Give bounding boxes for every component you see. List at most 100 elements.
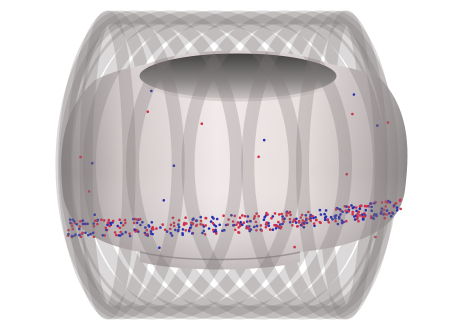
particle (355, 210, 358, 213)
particle (263, 216, 266, 219)
particle (239, 216, 242, 219)
particle (182, 228, 185, 231)
particle (327, 218, 330, 221)
particle (265, 223, 268, 226)
page: (() => { const data = JSON.parse(documen… (0, 0, 454, 323)
particle (357, 220, 360, 223)
particle (296, 225, 299, 228)
particle (396, 209, 399, 212)
particle (163, 199, 166, 202)
particle (359, 207, 362, 210)
particle (212, 229, 215, 232)
particle (214, 229, 217, 232)
tokamak-render (0, 0, 454, 323)
particle (355, 206, 358, 209)
particle (216, 218, 219, 221)
particle (112, 220, 115, 223)
particle (273, 224, 276, 227)
particle (107, 219, 110, 222)
particle (353, 206, 356, 209)
particle (243, 221, 246, 224)
particle (356, 215, 359, 218)
particle (353, 215, 356, 218)
particle (365, 205, 368, 208)
particle (278, 213, 281, 216)
particle (364, 215, 367, 218)
particle (328, 221, 331, 224)
particle (269, 228, 272, 231)
particle (215, 232, 218, 235)
particle (204, 224, 207, 227)
particle (313, 225, 316, 228)
particle (313, 222, 316, 225)
particle (183, 222, 186, 225)
particle (151, 226, 154, 229)
particle (109, 222, 112, 225)
particle (215, 225, 218, 228)
particle (354, 218, 357, 221)
particle (319, 209, 322, 212)
particle (147, 110, 150, 113)
particle (351, 113, 354, 116)
particle (212, 217, 215, 220)
particle (320, 213, 323, 216)
particle (184, 216, 187, 219)
particle (359, 214, 362, 217)
particle (151, 221, 154, 224)
particle (347, 210, 350, 213)
particle (280, 213, 283, 216)
particle (133, 228, 136, 231)
particle (201, 122, 204, 125)
particle (159, 226, 162, 229)
particle (155, 227, 158, 230)
particle (265, 212, 268, 215)
particle (188, 230, 191, 233)
particle (352, 211, 355, 214)
particle (185, 229, 188, 232)
particle (353, 93, 356, 96)
particle (238, 231, 241, 234)
particle (351, 213, 354, 216)
particle (208, 227, 211, 230)
particle (239, 225, 242, 228)
particle (323, 213, 326, 216)
particle (277, 221, 280, 224)
particle (116, 225, 119, 228)
particle (257, 156, 260, 159)
particle (295, 221, 298, 224)
particle (263, 139, 266, 142)
particle (212, 222, 215, 225)
particle (272, 228, 275, 231)
particle (108, 225, 111, 228)
particle (270, 217, 273, 220)
particle (345, 220, 348, 223)
particle (315, 219, 318, 222)
particle (263, 219, 266, 222)
particle (115, 234, 118, 237)
particle (350, 204, 353, 207)
particle (218, 224, 221, 227)
particle (396, 206, 399, 209)
particle (274, 212, 277, 215)
particle (325, 215, 328, 218)
particle (239, 221, 242, 224)
particle (275, 227, 278, 230)
particle (311, 215, 314, 218)
particle (222, 214, 225, 217)
particle (399, 208, 402, 211)
particle (158, 246, 161, 249)
particle (325, 209, 328, 212)
particle (357, 212, 360, 215)
particle (361, 213, 364, 216)
particle (265, 226, 268, 229)
particle (118, 218, 121, 221)
particle (241, 214, 244, 217)
particle (365, 209, 368, 212)
particle (181, 233, 184, 236)
particle (161, 223, 164, 226)
particle (399, 199, 402, 202)
particle (359, 205, 362, 208)
particle (293, 246, 296, 249)
particle (114, 231, 117, 234)
particle (319, 222, 322, 225)
